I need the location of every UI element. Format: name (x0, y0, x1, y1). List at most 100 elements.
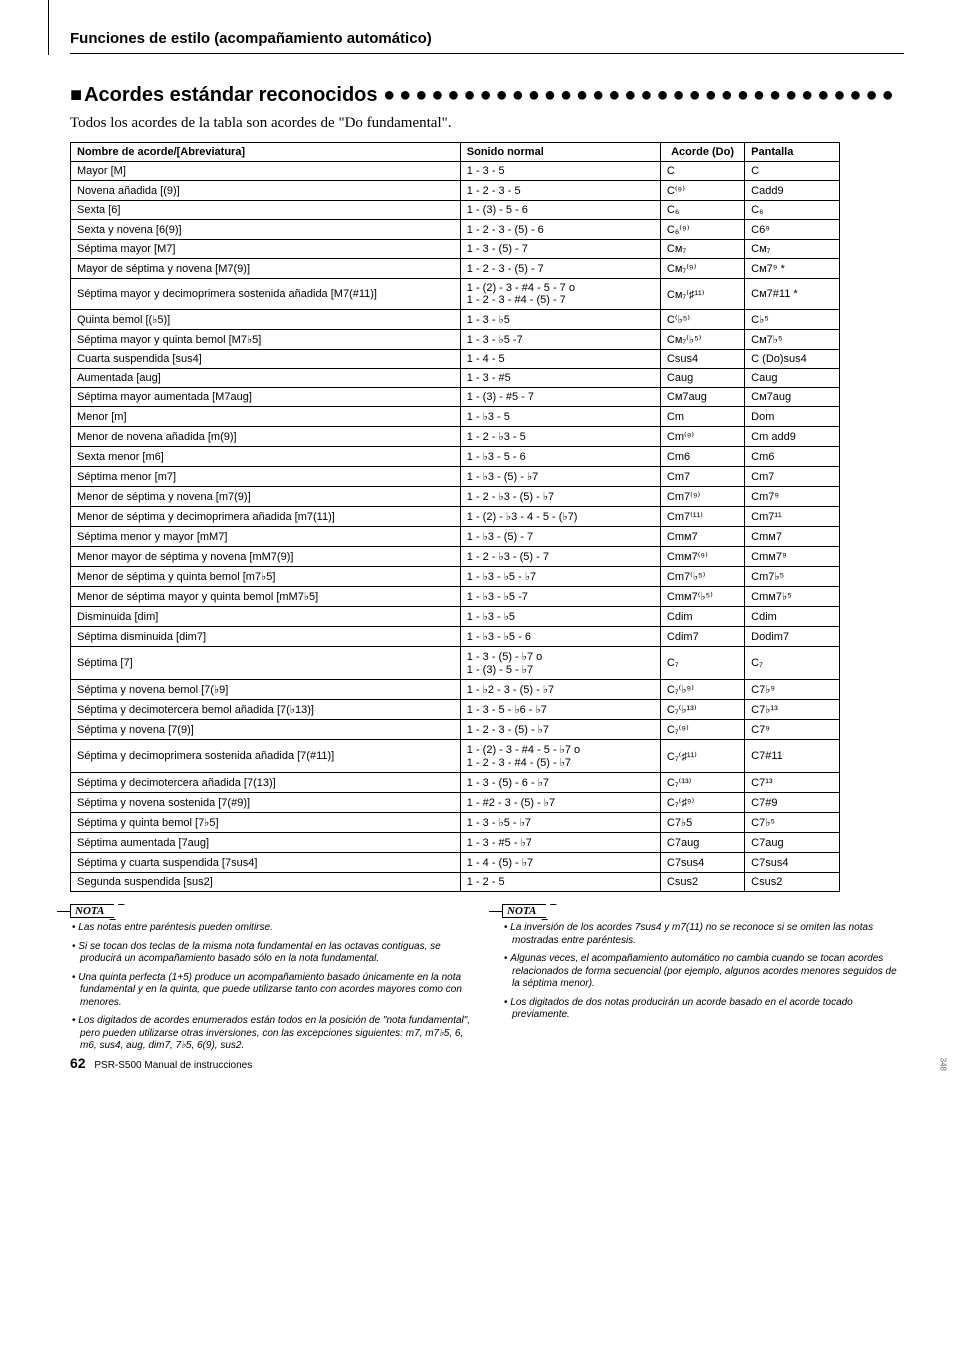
cell: C (660, 162, 744, 181)
cell: C7¹³ (745, 773, 840, 793)
table-row: Menor mayor de séptima y novena [mM7(9)]… (71, 547, 840, 567)
cell: Aumentada [aug] (71, 369, 461, 388)
cell: Séptima mayor aumentada [M7aug] (71, 388, 461, 407)
table-row: Séptima y decimotercera bemol añadida [7… (71, 700, 840, 720)
cell: Cᴍ7♭⁵ (745, 330, 840, 350)
cell: Cm7⁽♭⁵⁾ (660, 567, 744, 587)
notes-left: NOTA Las notas entre paréntesis pueden o… (70, 904, 472, 1059)
doc-title: PSR-S500 Manual de instrucciones (94, 1060, 252, 1071)
table-row: Menor [m]1 - ♭3 - 5CmDom (71, 407, 840, 427)
cell: Novena añadida [(9)] (71, 181, 461, 201)
note-item: Algunas veces, el acompañamiento automát… (502, 953, 904, 991)
cell: C₇ (745, 647, 840, 680)
cell: Dodim7 (745, 627, 840, 647)
cell: Séptima menor [m7] (71, 467, 461, 487)
th-chord: Acorde (Do) (660, 143, 744, 162)
cell: Cᴍ₇⁽♭⁵⁾ (660, 330, 744, 350)
cell: C₆ (660, 201, 744, 220)
cell: 1 - ♭3 - ♭5 - ♭7 (460, 567, 660, 587)
table-row: Séptima y decimotercera añadida [7(13)]1… (71, 773, 840, 793)
cell: Cm7⁽¹¹⁾ (660, 507, 744, 527)
cell: C₇⁽♯⁹⁾ (660, 793, 744, 813)
cell: C7♭¹³ (745, 700, 840, 720)
cell: Cᴍ₇⁽⁹⁾ (660, 259, 744, 279)
cell: Cmᴍ7♭⁵ (745, 587, 840, 607)
cell: C7#9 (745, 793, 840, 813)
cell: 1 - 4 - 5 (460, 350, 660, 369)
nota-label-right: NOTA (502, 904, 546, 918)
cell: C7♭⁵ (745, 813, 840, 833)
cell: Séptima mayor y quinta bemol [M7♭5] (71, 330, 461, 350)
table-row: Menor de séptima y novena [m7(9)]1 - 2 -… (71, 487, 840, 507)
page-number: 62 (70, 1055, 86, 1071)
intro-text: Todos los acordes de la tabla son acorde… (70, 115, 904, 132)
cell: C₆⁽⁹⁾ (660, 220, 744, 240)
cell: 1 - 3 - 5 (460, 162, 660, 181)
cell: C7#11 (745, 740, 840, 773)
cell: Menor de novena añadida [m(9)] (71, 427, 461, 447)
table-row: Mayor de séptima y novena [M7(9)]1 - 2 -… (71, 259, 840, 279)
cell: Séptima disminuida [dim7] (71, 627, 461, 647)
note-item: Una quinta perfecta (1+5) produce un aco… (70, 972, 472, 1010)
cell: Cᴍ7aug (745, 388, 840, 407)
table-row: Sexta menor [m6]1 - ♭3 - 5 - 6Cm6Cm6 (71, 447, 840, 467)
note-item: Los digitados de acordes enumerados está… (70, 1015, 472, 1053)
footer: 62 PSR-S500 Manual de instrucciones (70, 1055, 252, 1071)
table-row: Séptima mayor y quinta bemol [M7♭5]1 - 3… (71, 330, 840, 350)
cell: Cᴍ₇⁽♯¹¹⁾ (660, 279, 744, 310)
cell: C7aug (745, 833, 840, 853)
cell: Menor de séptima mayor y quinta bemol [m… (71, 587, 461, 607)
cell: 1 - ♭2 - 3 - (5) - ♭7 (460, 680, 660, 700)
table-row: Mayor [M]1 - 3 - 5CC (71, 162, 840, 181)
table-row: Séptima y novena [7(9)]1 - 2 - 3 - (5) -… (71, 720, 840, 740)
cell: 1 - 2 - 3 - (5) - ♭7 (460, 720, 660, 740)
cell: 1 - 3 - #5 (460, 369, 660, 388)
cell: Sexta [6] (71, 201, 461, 220)
cell: Cmᴍ7⁹ (745, 547, 840, 567)
cell: Cdim7 (660, 627, 744, 647)
cell: 1 - ♭3 - 5 - 6 (460, 447, 660, 467)
cell: Séptima y novena [7(9)] (71, 720, 461, 740)
cell: Séptima mayor [M7] (71, 240, 461, 259)
cell: Cm6 (660, 447, 744, 467)
cell: 1 - 2 - ♭3 - (5) - ♭7 (460, 487, 660, 507)
notes-section: NOTA Las notas entre paréntesis pueden o… (70, 904, 904, 1059)
cell: 1 - (2) - 3 - #4 - 5 - 7 o 1 - 2 - 3 - #… (460, 279, 660, 310)
table-row: Séptima y quinta bemol [7♭5]1 - 3 - ♭5 -… (71, 813, 840, 833)
side-marker: 348 (938, 1057, 947, 1070)
cell: 1 - 2 - ♭3 - (5) - 7 (460, 547, 660, 567)
table-row: Séptima mayor aumentada [M7aug]1 - (3) -… (71, 388, 840, 407)
cell: Segunda suspendida [sus2] (71, 873, 461, 892)
cell: 1 - ♭3 - (5) - 7 (460, 527, 660, 547)
table-row: Menor de séptima y decimoprimera añadida… (71, 507, 840, 527)
cell: Disminuida [dim] (71, 607, 461, 627)
cell: Cᴍ₇ (660, 240, 744, 259)
cell: C7aug (660, 833, 744, 853)
cell: Dom (745, 407, 840, 427)
note-item: Las notas entre paréntesis pueden omitir… (70, 922, 472, 935)
cell: Cm7¹¹ (745, 507, 840, 527)
cell: C6⁹ (745, 220, 840, 240)
cell: Menor de séptima y novena [m7(9)] (71, 487, 461, 507)
cell: Cm⁽⁹⁾ (660, 427, 744, 447)
cell: Cmᴍ7 (745, 527, 840, 547)
cell: Séptima y novena sostenida [7(#9)] (71, 793, 461, 813)
table-row: Séptima disminuida [dim7]1 - ♭3 - ♭5 - 6… (71, 627, 840, 647)
table-row: Sexta [6]1 - (3) - 5 - 6C₆C₆ (71, 201, 840, 220)
table-row: Sexta y novena [6(9)]1 - 2 - 3 - (5) - 6… (71, 220, 840, 240)
section-title: ■Acordes estándar reconocidos ●●●●●●●●●●… (70, 84, 904, 107)
cell: Cmᴍ7⁽⁹⁾ (660, 547, 744, 567)
cell: Séptima menor y mayor [mM7] (71, 527, 461, 547)
table-row: Séptima menor y mayor [mM7]1 - ♭3 - (5) … (71, 527, 840, 547)
cell: 1 - 4 - (5) - ♭7 (460, 853, 660, 873)
cell: Menor de séptima y decimoprimera añadida… (71, 507, 461, 527)
note-item: Los digitados de dos notas producirán un… (502, 997, 904, 1022)
th-display: Pantalla (745, 143, 840, 162)
cell: Cm add9 (745, 427, 840, 447)
cell: Cdim (745, 607, 840, 627)
cell: C⁽⁹⁾ (660, 181, 744, 201)
table-row: Menor de séptima y quinta bemol [m7♭5]1 … (71, 567, 840, 587)
cell: 1 - 3 - (5) - ♭7 o 1 - (3) - 5 - ♭7 (460, 647, 660, 680)
cell: Cuarta suspendida [sus4] (71, 350, 461, 369)
table-row: Novena añadida [(9)]1 - 2 - 3 - 5C⁽⁹⁾Cad… (71, 181, 840, 201)
